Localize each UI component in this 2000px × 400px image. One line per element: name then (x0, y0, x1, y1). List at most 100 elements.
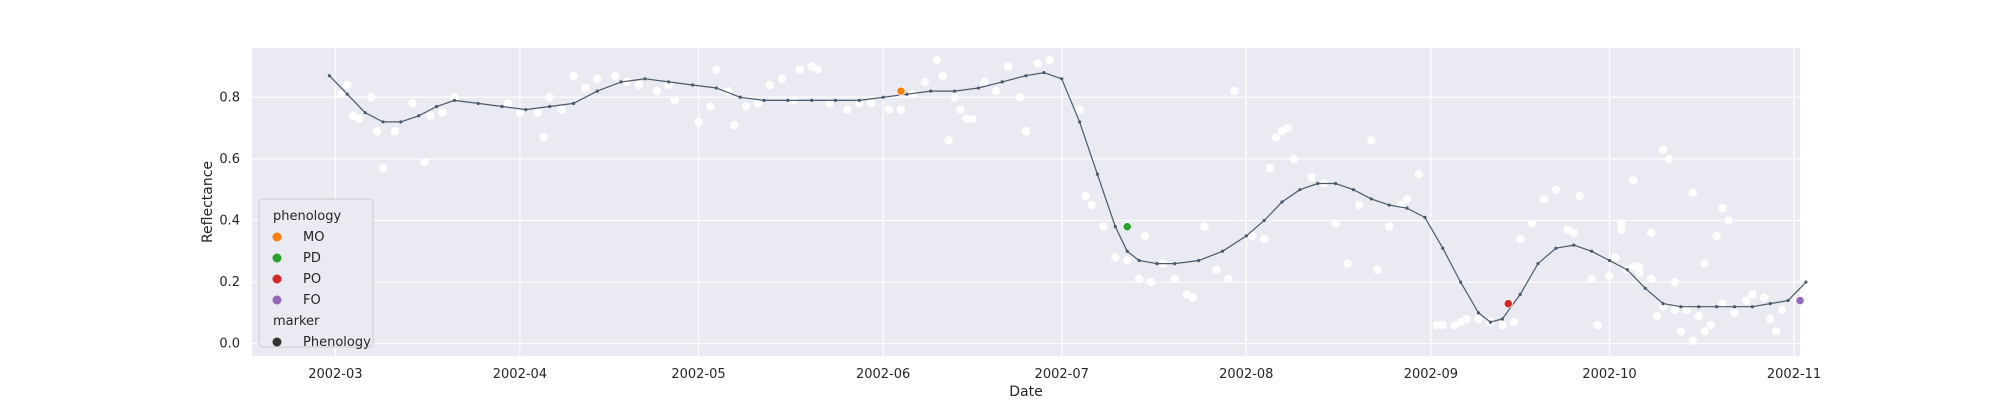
y-axis-label: Reflectance (200, 161, 216, 243)
observation-point (1629, 262, 1638, 271)
fitted-curve-point (595, 89, 599, 93)
observation-point (920, 77, 929, 87)
x-tick-labels: 2002-03 2002-04 2002-05 2002-06 2002-07 2002-… (308, 367, 1821, 382)
observation-point (1075, 105, 1084, 114)
observation-point (1617, 225, 1626, 234)
fitted-curve-point (1518, 292, 1522, 296)
observation-point (950, 93, 959, 102)
observation-point (1730, 308, 1739, 318)
observation-point (1742, 296, 1751, 305)
fitted-curve-point (548, 104, 552, 109)
observation-point (712, 65, 721, 74)
observation-point (539, 133, 548, 142)
fitted-curve-point (1113, 225, 1117, 229)
observation-point (1283, 123, 1293, 133)
observation-point (354, 114, 364, 124)
fitted-curve-point (810, 98, 814, 102)
fitted-curve-point (1173, 262, 1177, 266)
fitted-curve-point (1679, 305, 1683, 309)
observation-point (1134, 274, 1144, 284)
observation-point (1265, 163, 1275, 173)
grid (252, 48, 1800, 356)
fitted-curve-point (476, 101, 480, 106)
fitted-curve-point (1316, 181, 1320, 186)
observation-point (1230, 86, 1239, 96)
observation-point (1021, 126, 1031, 136)
fitted-curve-point (881, 95, 885, 99)
observation-point (581, 83, 590, 93)
fitted-curve-point (786, 98, 790, 102)
observation-point (1527, 219, 1537, 228)
fitted-curve-point (1661, 302, 1665, 306)
fitted-curve-point (1077, 120, 1082, 124)
fitted-curve-point (1197, 258, 1201, 263)
observation-point (908, 90, 918, 99)
fitted-curve-point (1572, 243, 1576, 247)
observation-point (1224, 274, 1233, 284)
fitted-curve-point (1280, 200, 1284, 204)
observation-point (545, 93, 554, 102)
observation-point (1146, 277, 1156, 287)
observation-point (730, 120, 739, 130)
fitted-curve-point (571, 101, 576, 106)
observation-point (1045, 56, 1055, 65)
observation-point (372, 126, 382, 136)
fitted-curve-point (714, 86, 719, 90)
observation-point (366, 93, 376, 102)
observation-point (337, 90, 346, 99)
fitted-curve-point (1697, 305, 1701, 309)
fitted-curve-point (1405, 206, 1409, 210)
x-tick-label: 2002-05 (671, 367, 725, 382)
observation-point (1099, 222, 1108, 231)
fitted-curve-point (643, 77, 647, 81)
x-tick-label: 2002-07 (1035, 367, 1089, 382)
fitted-curve-point (1554, 246, 1558, 250)
legend-group-title: marker (273, 314, 320, 329)
legend-entry-label: PD (303, 251, 321, 266)
fitted-curve-point (1387, 203, 1391, 207)
observation-point (1432, 321, 1442, 330)
legend: phenology MO PD PO FO marker Phenology (258, 198, 374, 350)
plot-background (252, 48, 1800, 356)
observation-point (1766, 314, 1775, 324)
phenology-point-pd (1122, 222, 1132, 232)
legend-marker (272, 232, 282, 242)
fitted-curve-point (857, 98, 861, 102)
observation-point (1771, 327, 1781, 336)
observation-point (1724, 216, 1733, 225)
observation-point (992, 86, 1001, 96)
observation-point (1474, 314, 1483, 324)
legend-marker (272, 337, 282, 347)
legend-box (258, 198, 374, 348)
observation-point (1188, 293, 1197, 302)
legend-group-title: phenology (273, 209, 341, 224)
observation-point (1515, 234, 1525, 244)
observation-point (426, 111, 435, 120)
fitted-curve-point (1369, 197, 1373, 201)
fitted-curve-point (833, 98, 838, 102)
observation-point (968, 114, 977, 124)
observation-point (1123, 256, 1132, 265)
observation-point (670, 96, 679, 105)
fitted-curve-point (905, 92, 909, 96)
observation-point (1652, 311, 1662, 321)
fitted-curve-point (452, 98, 457, 102)
observation-point (1760, 293, 1769, 302)
fitted-curve-point (1334, 181, 1338, 186)
fitted-curve-point (1262, 218, 1266, 223)
fitted-curve-point (1750, 305, 1754, 309)
fitted-curve-point (1459, 280, 1463, 284)
fitted-curve-point (929, 89, 933, 93)
x-tick-label: 2002-03 (308, 367, 362, 382)
phenology-points (896, 86, 1805, 309)
observation-point (1414, 170, 1424, 179)
observation-point (1670, 305, 1680, 314)
observation-point (1777, 305, 1787, 314)
observation-point (503, 99, 513, 108)
fitted-curve-point (976, 86, 980, 90)
observation-point (1462, 314, 1471, 324)
fitted-curve-point (363, 111, 367, 115)
observation-points (337, 56, 1787, 345)
observation-point (515, 108, 525, 117)
